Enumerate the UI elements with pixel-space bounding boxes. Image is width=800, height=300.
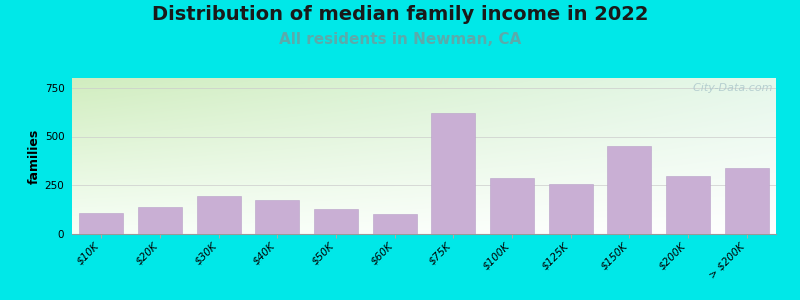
Bar — [79, 212, 123, 234]
Bar — [197, 196, 241, 234]
Bar — [314, 209, 358, 234]
Bar — [666, 176, 710, 234]
Bar — [725, 168, 769, 234]
Bar — [490, 178, 534, 234]
Bar — [607, 146, 651, 234]
Bar — [138, 207, 182, 234]
Y-axis label: families: families — [27, 128, 41, 184]
Bar — [255, 200, 299, 234]
Text: Distribution of median family income in 2022: Distribution of median family income in … — [152, 4, 648, 23]
Bar — [549, 184, 593, 234]
Text: All residents in Newman, CA: All residents in Newman, CA — [279, 32, 521, 46]
Bar — [373, 214, 417, 234]
Bar — [431, 113, 475, 234]
Text: City-Data.com: City-Data.com — [686, 83, 773, 93]
